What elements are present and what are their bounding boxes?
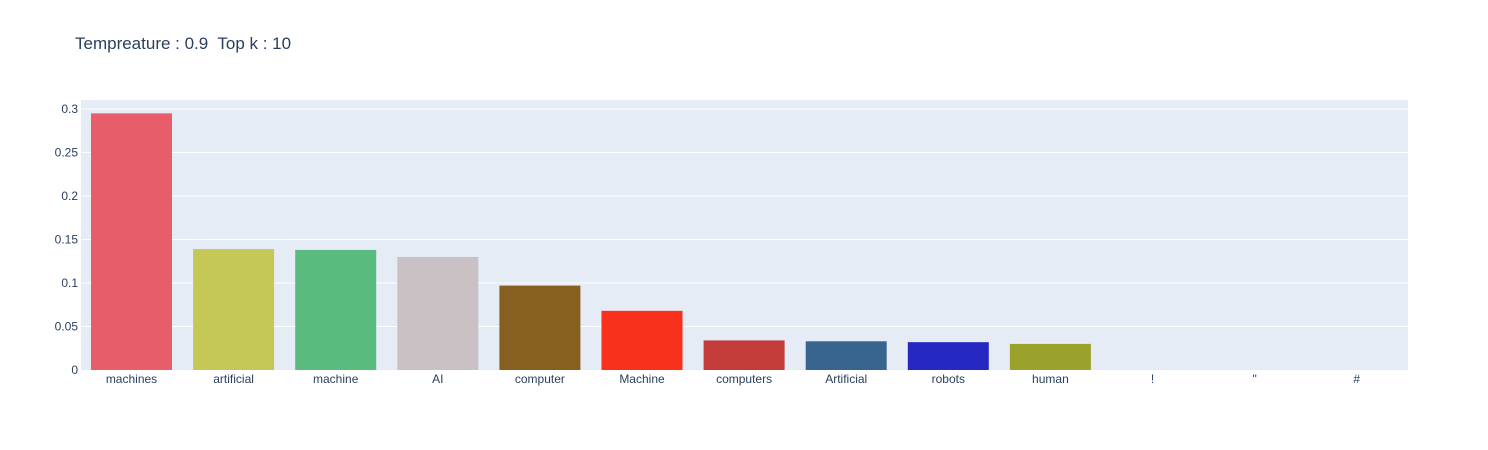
chart-title: Tempreature : 0.9 Top k : 10	[75, 34, 292, 53]
y-tick-label: 0.1	[61, 276, 78, 290]
x-tick-label: "	[1252, 372, 1256, 386]
bar-computers[interactable]	[703, 340, 785, 370]
bar-Artificial[interactable]	[805, 341, 887, 370]
x-tick-label: robots	[932, 372, 965, 386]
y-tick-label: 0	[71, 363, 78, 377]
bar-Machine[interactable]	[601, 310, 683, 370]
x-tick-label: computers	[716, 372, 772, 386]
bar-robots[interactable]	[907, 342, 989, 370]
bar-artificial[interactable]	[193, 249, 275, 370]
bar-AI[interactable]	[397, 256, 479, 370]
bar-machine[interactable]	[295, 249, 377, 370]
x-tick-label: artificial	[213, 372, 254, 386]
x-tick-label: Machine	[619, 372, 665, 386]
bar-computer[interactable]	[499, 285, 581, 370]
y-axis-ticks: 0 0.05 0.1 0.15 0.2 0.25 0.3	[55, 102, 79, 377]
x-tick-label: machines	[106, 372, 157, 386]
x-tick-label: computer	[515, 372, 565, 386]
y-tick-label: 0.3	[61, 102, 78, 116]
x-tick-label: #	[1353, 372, 1360, 386]
y-tick-label: 0.25	[55, 146, 79, 160]
bars	[91, 113, 1091, 370]
y-tick-label: 0.2	[61, 189, 78, 203]
x-tick-label: AI	[432, 372, 443, 386]
x-tick-label: !	[1151, 372, 1154, 386]
bar-human[interactable]	[1009, 343, 1091, 370]
plot-area	[81, 100, 1408, 370]
y-tick-label: 0.05	[55, 320, 79, 334]
x-tick-label: machine	[313, 372, 359, 386]
y-tick-label: 0.15	[55, 233, 79, 247]
x-tick-label: human	[1032, 372, 1069, 386]
x-tick-label: Artificial	[825, 372, 867, 386]
bar-machines[interactable]	[91, 113, 172, 370]
x-axis-ticks: machines artificial machine AI computer Machi…	[106, 372, 1361, 386]
